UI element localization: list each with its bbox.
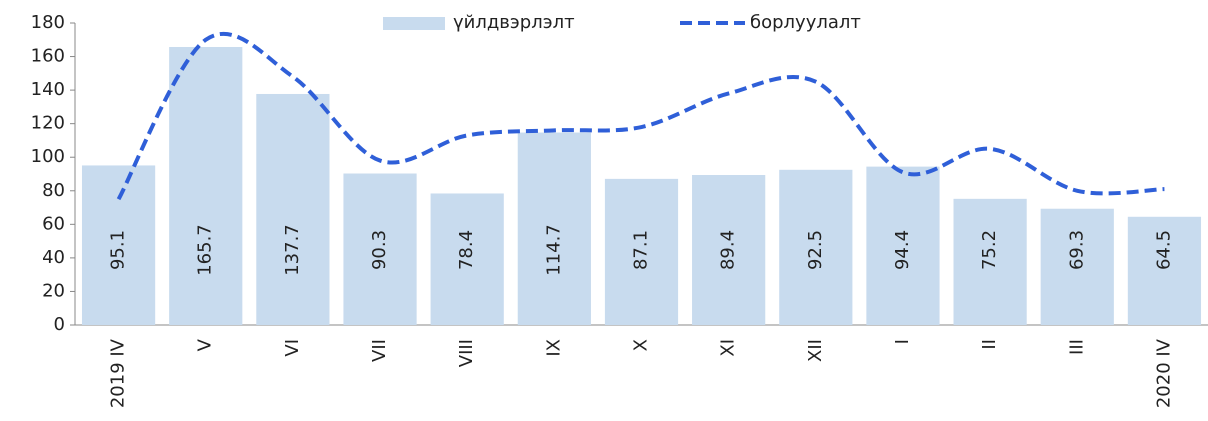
value-label: 87.1 bbox=[631, 230, 652, 270]
value-label: 64.5 bbox=[1153, 230, 1174, 270]
y-tick-label: 80 bbox=[42, 180, 65, 201]
value-label: 89.4 bbox=[718, 230, 739, 270]
y-tick-label: 20 bbox=[42, 280, 65, 301]
value-label: 114.7 bbox=[543, 224, 564, 276]
legend-label: үйлдвэрлэлт bbox=[453, 12, 575, 33]
bar bbox=[256, 93, 330, 325]
x-tick-label: VIII bbox=[456, 339, 477, 367]
x-tick-label: V bbox=[195, 338, 216, 351]
value-label: 137.7 bbox=[282, 224, 303, 276]
y-tick-label: 140 bbox=[31, 79, 65, 100]
bar bbox=[81, 165, 156, 325]
x-tick-label: IX bbox=[543, 339, 564, 357]
y-tick-label: 120 bbox=[31, 113, 65, 134]
value-label: 78.4 bbox=[456, 230, 477, 270]
bar bbox=[692, 175, 766, 325]
x-tick-label: XI bbox=[718, 339, 739, 357]
bar bbox=[604, 178, 679, 325]
bar bbox=[1127, 216, 1202, 325]
x-tick-label: I bbox=[892, 339, 913, 344]
legend-swatch bbox=[383, 17, 445, 30]
x-tick-label: III bbox=[1066, 339, 1087, 355]
x-tick-label: VI bbox=[282, 339, 303, 357]
value-label: 95.1 bbox=[108, 230, 129, 270]
x-tick-label: II bbox=[979, 339, 1000, 350]
y-tick-label: 100 bbox=[31, 146, 65, 167]
y-tick-label: 0 bbox=[54, 314, 65, 335]
value-label: 94.4 bbox=[892, 230, 913, 270]
value-label: 92.5 bbox=[805, 230, 826, 270]
value-label: 69.3 bbox=[1066, 230, 1087, 270]
y-tick-label: 180 bbox=[31, 12, 65, 33]
value-label: 165.7 bbox=[195, 224, 216, 276]
bar bbox=[953, 198, 1027, 325]
value-label: 75.2 bbox=[979, 230, 1000, 270]
y-tick-label: 160 bbox=[31, 46, 65, 67]
bar bbox=[866, 166, 940, 325]
bar bbox=[430, 193, 504, 325]
x-tick-label: 2020 IV bbox=[1153, 338, 1174, 408]
x-tick-label: VII bbox=[369, 339, 390, 362]
bar bbox=[517, 132, 591, 325]
value-label: 90.3 bbox=[369, 230, 390, 270]
y-tick-label: 40 bbox=[42, 247, 65, 268]
x-tick-label: XII bbox=[805, 339, 826, 362]
bar bbox=[343, 173, 417, 325]
bar bbox=[779, 169, 853, 325]
bar bbox=[1040, 208, 1114, 325]
x-tick-label: X bbox=[631, 339, 652, 351]
legend-label: борлуулалт bbox=[750, 12, 861, 33]
y-tick-label: 60 bbox=[42, 213, 65, 234]
x-tick-label: 2019 IV bbox=[108, 338, 129, 408]
bar bbox=[169, 46, 243, 326]
